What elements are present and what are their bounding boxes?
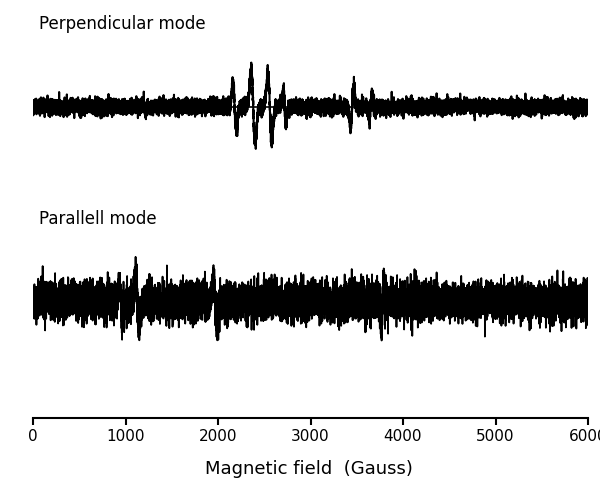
Text: Parallell mode: Parallell mode [38,210,156,228]
Text: Perpendicular mode: Perpendicular mode [38,15,205,34]
Text: Magnetic field  (Gauss): Magnetic field (Gauss) [205,460,413,478]
